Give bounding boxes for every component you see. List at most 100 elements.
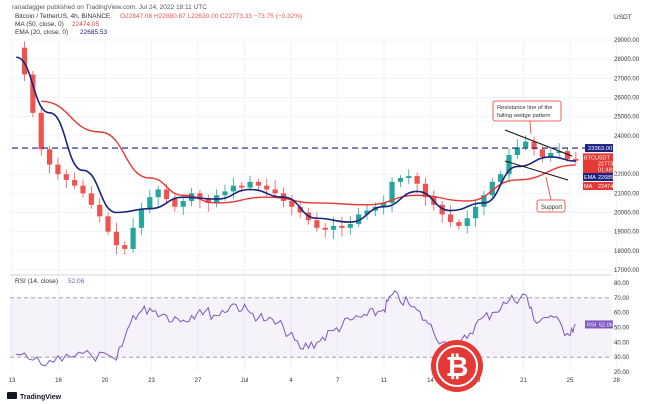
time-tick-label: 11 [381, 378, 388, 384]
candle-body [339, 225, 345, 228]
time-tick-label: 28 [613, 378, 620, 384]
candle-body [222, 191, 228, 196]
rsi-tick-label: 30.00 [614, 355, 630, 361]
rsi-tick-label: 20.00 [614, 370, 630, 376]
candle-body [464, 218, 470, 226]
candle-body [422, 183, 429, 198]
candle-body [481, 195, 487, 207]
candle-body [21, 47, 28, 75]
candle-body [105, 216, 111, 232]
candle-body [197, 193, 203, 200]
price-axis: 29000.00 28000.00 27000.00 26000.00 25000.00… [614, 38, 640, 274]
rsi-tick-label: 60.00 [614, 311, 630, 317]
rsi-tick-label: 50.00 [614, 326, 630, 332]
time-axis: 1316202327Jul47111418212528 [9, 378, 621, 384]
time-tick-label: Jul [241, 378, 249, 384]
candle-body [556, 151, 562, 154]
candle-body [130, 227, 136, 249]
ema-badge: EMA 22685.53 [583, 173, 621, 182]
btcusdt-badge: BTCUSDT 22773.33 01:48:08 [583, 153, 621, 174]
svg-text:EMA: EMA [584, 175, 596, 181]
rsi-line [16, 289, 577, 367]
candle-body [406, 176, 412, 178]
time-tick-label: 7 [336, 378, 340, 384]
publisher-text: ranadagger published on TradingView.com,… [12, 4, 207, 11]
candle-body [531, 141, 537, 150]
rsi-label: RSI (14, close) [15, 278, 58, 285]
candle-body [113, 231, 120, 246]
support-callout-pointer [545, 176, 552, 201]
candle-body [247, 181, 253, 188]
candle-body [356, 214, 362, 224]
candle-body [573, 158, 579, 161]
price-tick-label: 18000.00 [614, 249, 640, 255]
price-tick-label: 26000.00 [614, 96, 640, 102]
price-tick-label: 20000.00 [614, 211, 640, 217]
candle-body [147, 197, 153, 209]
symbol-line: Bitcoin / TetherUS, 4h, BINANCE [15, 13, 111, 20]
time-tick-label: 20 [102, 378, 109, 384]
level-badge: 23363.00 [585, 144, 613, 153]
resistance-callout-line2: falling wedge pattern [497, 113, 551, 119]
candle-body [205, 199, 211, 203]
svg-text:BTCUSDT: BTCUSDT [584, 155, 611, 161]
price-tick-label: 25000.00 [614, 115, 640, 121]
candle-body [46, 149, 53, 165]
candle-body [347, 224, 353, 228]
candle-body [30, 74, 36, 113]
resistance-callout-line1: Resistance line of the [497, 105, 552, 111]
svg-text:RSI: RSI [587, 322, 597, 328]
candle-body [498, 174, 504, 182]
support-callout-text: Support [541, 205, 562, 211]
rsi-tick-label: 70.00 [614, 296, 630, 302]
ma-badge: MA 22474.05 [583, 182, 621, 191]
ohlc-readout: O22847.08 H22880.87 L22630.00 C22773.33 … [120, 13, 302, 20]
candle-body [322, 227, 328, 230]
ema-legend-value: 22685.53 [80, 29, 107, 36]
bitcoin-logo-watermark: ₿ [431, 340, 483, 392]
rsi-grid [10, 297, 612, 358]
rsi-tick-label: 80.00 [614, 281, 630, 287]
time-tick-label: 25 [567, 378, 574, 384]
ma-legend-label: MA (50, close, 0) [15, 21, 64, 28]
candle-body [180, 201, 186, 207]
candle-body [122, 245, 128, 249]
rsi-legend-value: 52.06 [68, 278, 85, 285]
candle-body [397, 178, 404, 182]
candle-body [38, 112, 44, 150]
rsi-tick-label: 40.00 [614, 340, 630, 346]
candles [21, 41, 579, 255]
price-tick-label: 24000.00 [614, 134, 640, 140]
candle-body [389, 181, 395, 203]
candle-body [447, 214, 454, 223]
candle-body [539, 149, 546, 157]
resistance-callout-box [492, 100, 562, 122]
svg-text:22474.05: 22474.05 [598, 184, 621, 190]
price-tick-label: 29000.00 [614, 38, 640, 44]
footer-brand: TradingView [20, 394, 62, 401]
price-tick-label: 19000.00 [614, 230, 640, 236]
candle-body [330, 225, 337, 230]
candle-body [564, 151, 571, 159]
price-tick-label: 22000.00 [614, 172, 640, 178]
candle-body [172, 199, 178, 207]
resistance-callout-pointer [529, 120, 532, 135]
candle-body [456, 222, 462, 226]
svg-text:01:48:08: 01:48:08 [598, 167, 619, 173]
tradingview-logo-icon [7, 392, 17, 399]
candle-body [381, 202, 387, 207]
candle-body [414, 176, 420, 184]
time-tick-label: 16 [55, 378, 62, 384]
candle-body [514, 147, 520, 155]
candle-body [439, 204, 445, 215]
candle-body [297, 206, 303, 213]
currency-label: USDT [614, 14, 632, 21]
rsi-badge: RSI 52.06 [585, 320, 613, 329]
ema-legend-label: EMA (20, close, 0) [15, 29, 68, 36]
candle-body [506, 155, 512, 175]
wedge-lower-line [504, 160, 569, 181]
svg-text:23363.00: 23363.00 [588, 146, 612, 152]
candle-body [523, 141, 529, 148]
ma-legend-value: 22474.05 [72, 21, 99, 28]
